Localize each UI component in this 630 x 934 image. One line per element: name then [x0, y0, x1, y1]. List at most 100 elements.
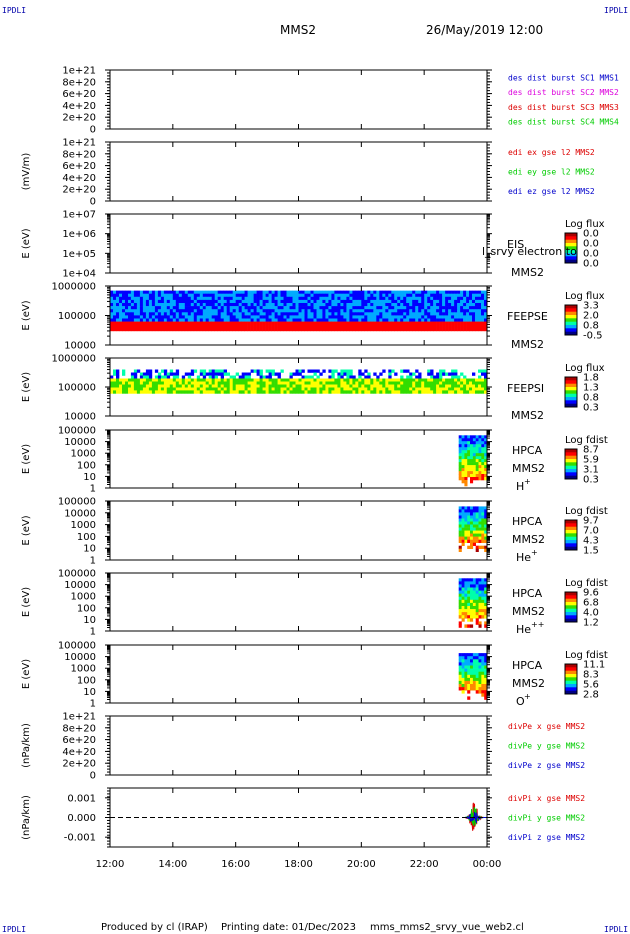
- spectrogram-cell: [253, 306, 257, 310]
- spectrogram-cell: [400, 315, 404, 319]
- spectrogram-cell: [478, 615, 482, 619]
- spectrogram-cell: [460, 290, 464, 294]
- spectrogram-cell: [484, 518, 488, 522]
- spectrogram-cell: [128, 321, 132, 325]
- spectrogram-cell: [458, 674, 462, 679]
- spectrogram-cell: [467, 509, 471, 513]
- legend-entry: divPe z gse MMS2: [508, 761, 585, 770]
- spectrogram-cell: [184, 381, 189, 385]
- spectrogram-cell: [247, 387, 251, 391]
- spectrogram-cell: [322, 303, 326, 307]
- spectrogram-cell: [461, 668, 465, 672]
- y-tick-label: 1000000: [51, 354, 96, 365]
- spectrogram-cell: [470, 524, 474, 528]
- spectrogram-cell: [166, 318, 171, 322]
- spectrogram-cell: [262, 375, 266, 379]
- spectrogram-cell: [133, 309, 138, 313]
- spectrogram-cell: [349, 375, 353, 379]
- spectrogram-cell: [116, 381, 120, 385]
- spectrogram-cell: [470, 545, 474, 549]
- spectrogram-cell: [175, 299, 180, 304]
- spectrogram-cell: [292, 327, 296, 332]
- spectrogram-cell: [436, 306, 440, 310]
- spectrogram-cell: [475, 674, 479, 679]
- spectrogram-cell: [430, 390, 434, 394]
- spectrogram-cell: [379, 324, 383, 329]
- spectrogram-cell: [472, 327, 476, 332]
- spectrogram-cell: [199, 324, 204, 329]
- spectrogram-cell: [464, 536, 468, 540]
- spectrogram-cell: [466, 306, 470, 310]
- spectrogram-cell: [475, 296, 479, 301]
- spectrogram-cell: [472, 515, 476, 519]
- spectrogram-cell: [184, 306, 189, 310]
- spectrogram-cell: [250, 327, 254, 332]
- spectrogram-cell: [277, 318, 281, 322]
- spectrogram-cell: [181, 309, 186, 313]
- spectrogram-cell: [289, 378, 293, 382]
- spectrogram-cell: [433, 309, 437, 313]
- spectrogram-cell: [484, 684, 488, 688]
- spectrogram-cell: [187, 293, 192, 298]
- spectrogram-cell: [388, 390, 392, 394]
- spectrogram-cell: [403, 378, 407, 382]
- spectrogram-cell: [116, 324, 120, 329]
- spectrogram-cell: [211, 315, 215, 319]
- spectrogram-cell: [472, 584, 476, 588]
- spectrogram-cell: [385, 303, 389, 307]
- spectrogram-cell: [151, 324, 156, 329]
- spectrogram-cell: [211, 387, 215, 391]
- spectrogram-cell: [313, 293, 317, 298]
- spectrogram-cell: [119, 306, 123, 310]
- spectrogram-cell: [226, 327, 230, 332]
- spectrogram-cell: [211, 369, 215, 373]
- spectrogram-cell: [464, 527, 468, 531]
- spectrogram-cell: [464, 515, 468, 519]
- spectrogram-cell: [316, 381, 320, 385]
- spectrogram-cell: [484, 609, 488, 613]
- spectrogram-cell: [334, 312, 338, 316]
- spectrogram-cell: [226, 384, 230, 388]
- spectrogram-cell: [470, 624, 474, 628]
- spectrogram-cell: [463, 296, 467, 301]
- spectrogram-cell: [172, 384, 177, 388]
- spectrogram-cell: [232, 315, 236, 319]
- spectrogram-cell: [367, 315, 371, 319]
- spectrogram-cell: [472, 602, 476, 607]
- spectrogram-cell: [409, 303, 413, 307]
- spectrogram-cell: [442, 293, 446, 298]
- spectrogram-cell: [265, 387, 269, 391]
- spectrogram-cell: [481, 387, 485, 391]
- spectrogram-cell: [313, 387, 317, 391]
- spectrogram-cell: [458, 584, 462, 588]
- colorbar-swatch: [565, 380, 577, 384]
- spectrogram-cell: [467, 536, 471, 540]
- spectrogram-cell: [113, 384, 117, 388]
- spectrogram-cell: [181, 327, 186, 332]
- spectrogram-cell: [148, 299, 153, 304]
- y-tick-label: 100000: [58, 311, 96, 322]
- spectrogram-cell: [349, 315, 353, 319]
- spectrogram-cell: [478, 621, 482, 625]
- spectrogram-cell: [142, 324, 147, 329]
- spectrogram-cell: [412, 299, 416, 304]
- spectrogram-cell: [472, 518, 476, 522]
- spectrogram-cell: [235, 387, 239, 391]
- spectrogram-cell: [145, 369, 150, 373]
- spectrogram-cell: [250, 387, 254, 391]
- spectrogram-cell: [463, 387, 467, 391]
- spectrogram-cell: [175, 318, 180, 322]
- spectrogram-cell: [154, 369, 159, 373]
- spectrogram-cell: [253, 318, 257, 322]
- spectrogram-cell: [328, 290, 332, 294]
- spectrogram-cell: [355, 293, 359, 298]
- spectrogram-cell: [253, 303, 257, 307]
- spectrogram-cell: [478, 536, 482, 540]
- spectrogram-cell: [151, 312, 156, 316]
- spectrogram-cell: [403, 315, 407, 319]
- spectrogram-cell: [461, 662, 465, 666]
- spectrogram-cell: [418, 290, 422, 294]
- spectrogram-cell: [481, 456, 485, 460]
- spectrogram-cell: [157, 384, 162, 388]
- spectrogram-cell: [439, 378, 443, 382]
